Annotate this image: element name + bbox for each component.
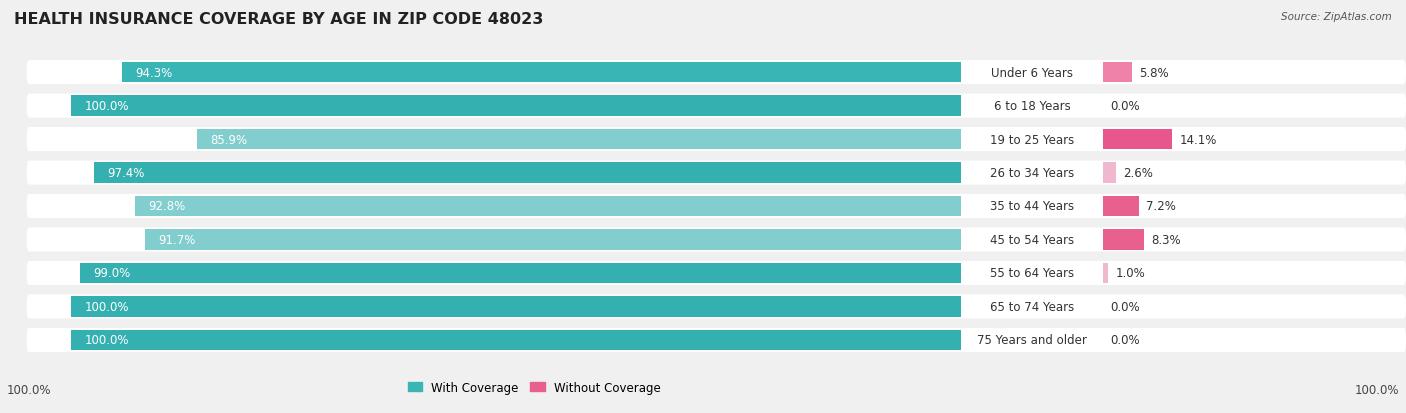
FancyBboxPatch shape: [27, 328, 1406, 352]
FancyBboxPatch shape: [27, 261, 1406, 285]
Text: 19 to 25 Years: 19 to 25 Years: [990, 133, 1074, 146]
Text: 92.8%: 92.8%: [149, 200, 186, 213]
Text: Under 6 Years: Under 6 Years: [991, 66, 1073, 79]
FancyBboxPatch shape: [27, 228, 1406, 252]
Text: 75 Years and older: 75 Years and older: [977, 334, 1087, 347]
FancyBboxPatch shape: [27, 294, 1406, 319]
Text: 100.0%: 100.0%: [7, 384, 52, 396]
Bar: [135, 196, 962, 217]
Text: 35 to 44 Years: 35 to 44 Years: [990, 200, 1074, 213]
Text: 14.1%: 14.1%: [1180, 133, 1218, 146]
Bar: [80, 263, 962, 284]
Legend: With Coverage, Without Coverage: With Coverage, Without Coverage: [404, 376, 665, 399]
Bar: [1104, 163, 1116, 183]
Bar: [1104, 63, 1132, 83]
Text: 97.4%: 97.4%: [108, 166, 145, 180]
Text: 94.3%: 94.3%: [135, 66, 173, 79]
Bar: [1104, 196, 1139, 217]
Text: 8.3%: 8.3%: [1152, 233, 1181, 247]
Text: 100.0%: 100.0%: [1354, 384, 1399, 396]
FancyBboxPatch shape: [27, 128, 1406, 152]
Bar: [94, 163, 962, 183]
Text: 5.8%: 5.8%: [1139, 66, 1168, 79]
Text: 100.0%: 100.0%: [84, 334, 129, 347]
Text: 26 to 34 Years: 26 to 34 Years: [990, 166, 1074, 180]
Bar: [145, 230, 962, 250]
Text: 91.7%: 91.7%: [159, 233, 195, 247]
Bar: [72, 330, 962, 350]
Bar: [197, 129, 962, 150]
Text: 45 to 54 Years: 45 to 54 Years: [990, 233, 1074, 247]
Text: 7.2%: 7.2%: [1146, 200, 1175, 213]
Text: Source: ZipAtlas.com: Source: ZipAtlas.com: [1281, 12, 1392, 22]
FancyBboxPatch shape: [27, 94, 1406, 119]
Text: 0.0%: 0.0%: [1111, 334, 1140, 347]
Bar: [1104, 230, 1144, 250]
Text: 0.0%: 0.0%: [1111, 100, 1140, 113]
Text: 100.0%: 100.0%: [84, 300, 129, 313]
Text: 1.0%: 1.0%: [1115, 267, 1146, 280]
Bar: [1104, 263, 1108, 284]
Bar: [72, 296, 962, 317]
Text: 0.0%: 0.0%: [1111, 300, 1140, 313]
Text: 65 to 74 Years: 65 to 74 Years: [990, 300, 1074, 313]
Text: 55 to 64 Years: 55 to 64 Years: [990, 267, 1074, 280]
Text: 6 to 18 Years: 6 to 18 Years: [994, 100, 1070, 113]
Bar: [1104, 129, 1173, 150]
FancyBboxPatch shape: [27, 61, 1406, 85]
FancyBboxPatch shape: [27, 195, 1406, 218]
Bar: [122, 63, 962, 83]
Bar: [72, 96, 962, 117]
Text: 99.0%: 99.0%: [93, 267, 131, 280]
Text: 2.6%: 2.6%: [1123, 166, 1153, 180]
FancyBboxPatch shape: [27, 161, 1406, 185]
Text: 85.9%: 85.9%: [209, 133, 247, 146]
Text: HEALTH INSURANCE COVERAGE BY AGE IN ZIP CODE 48023: HEALTH INSURANCE COVERAGE BY AGE IN ZIP …: [14, 12, 544, 27]
Text: 100.0%: 100.0%: [84, 100, 129, 113]
